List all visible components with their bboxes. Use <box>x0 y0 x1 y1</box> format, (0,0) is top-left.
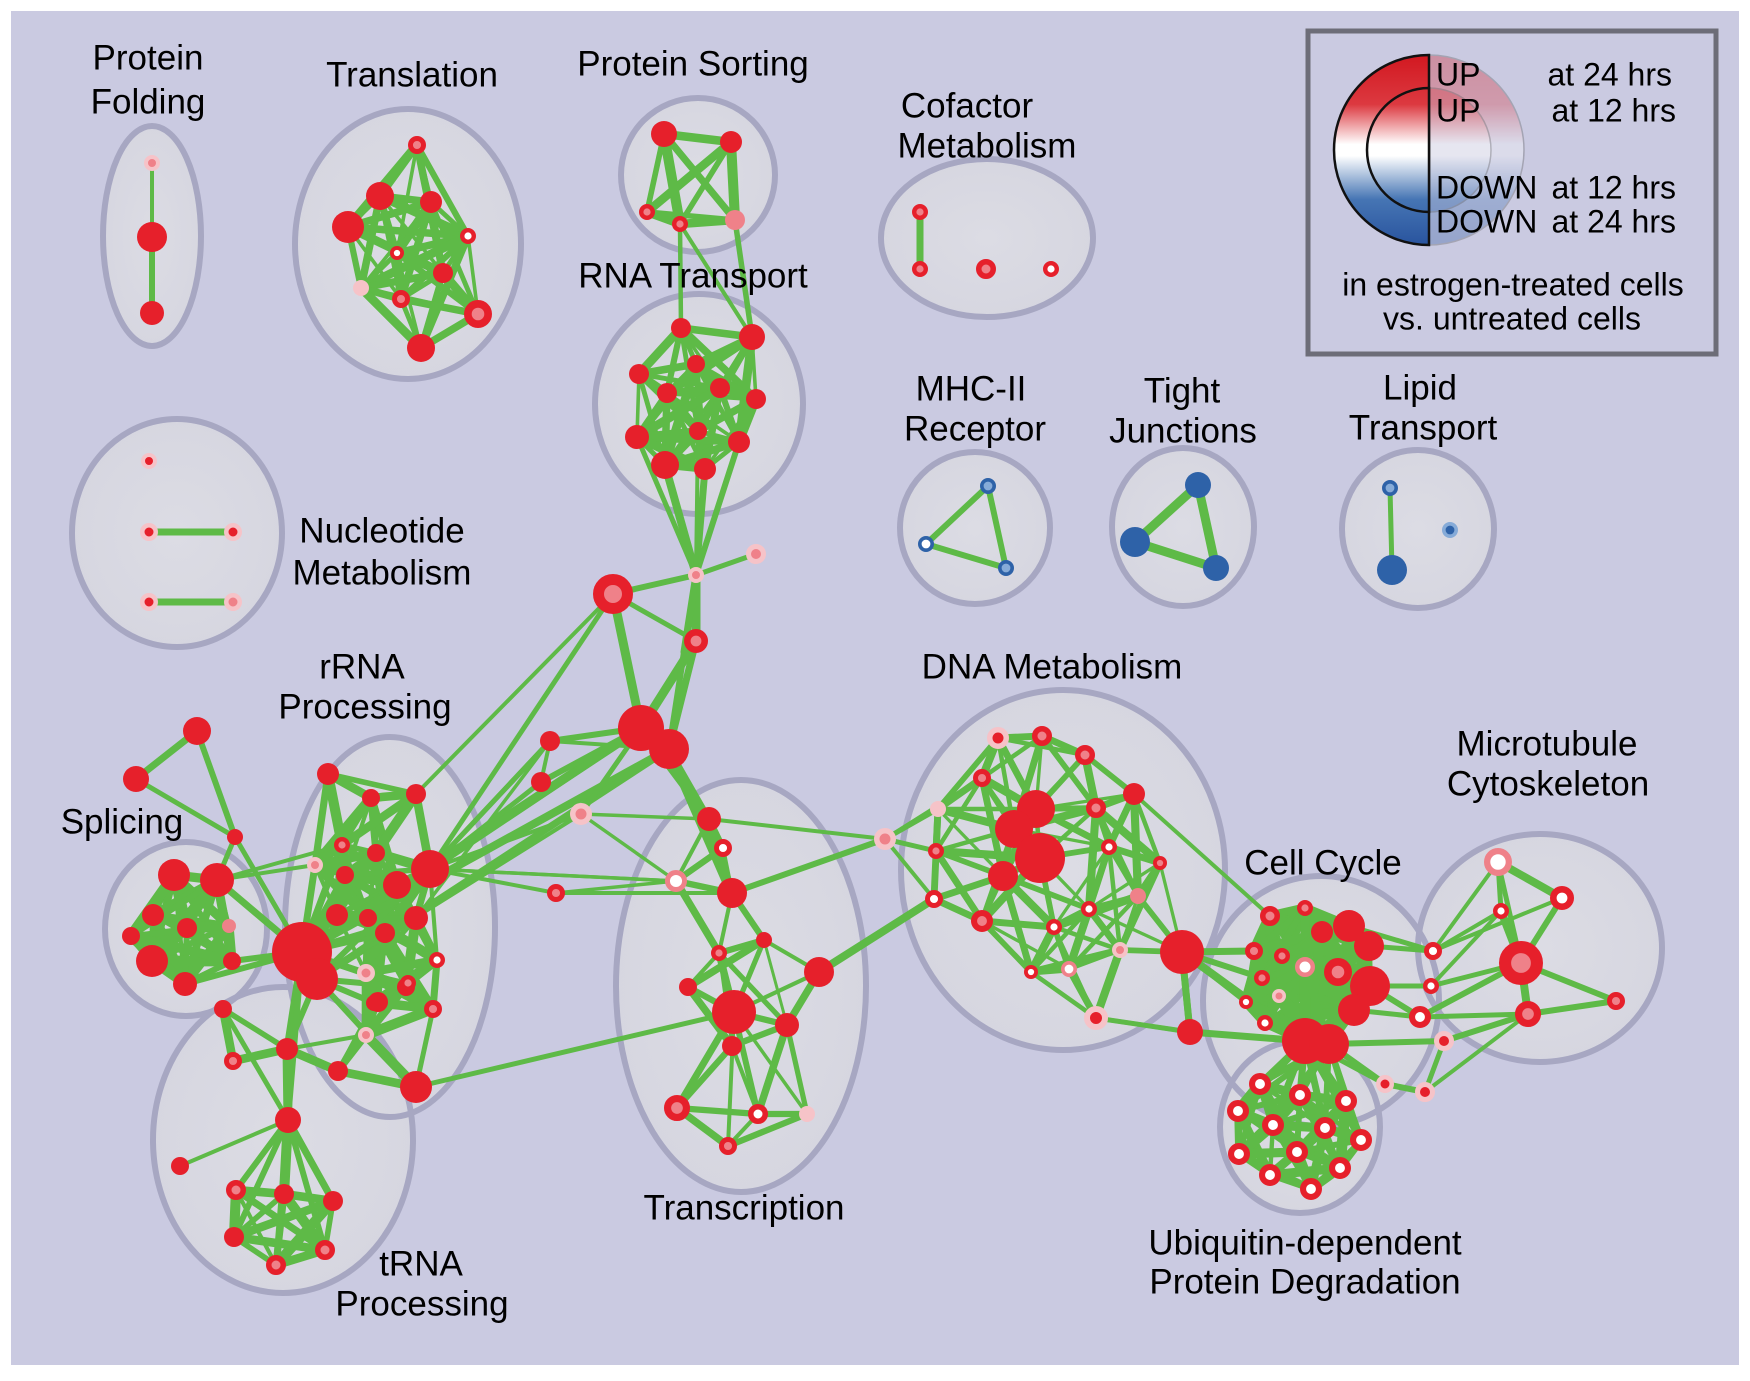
svg-text:Processing: Processing <box>278 687 451 726</box>
svg-text:Receptor: Receptor <box>904 409 1046 448</box>
svg-text:at 12 hrs: at 12 hrs <box>1551 92 1676 128</box>
svg-text:DOWN: DOWN <box>1436 203 1537 239</box>
svg-text:Translation: Translation <box>326 55 498 94</box>
svg-text:UP: UP <box>1436 92 1480 128</box>
svg-text:Transport: Transport <box>1349 408 1498 447</box>
svg-text:Cytoskeleton: Cytoskeleton <box>1447 764 1649 803</box>
svg-text:at 12 hrs: at 12 hrs <box>1551 169 1676 205</box>
svg-text:Protein Sorting: Protein Sorting <box>577 44 809 83</box>
svg-text:Junctions: Junctions <box>1109 411 1257 450</box>
svg-text:at 24 hrs: at 24 hrs <box>1547 56 1672 92</box>
svg-text:at 24 hrs: at 24 hrs <box>1551 203 1676 239</box>
svg-text:RNA Transport: RNA Transport <box>578 256 808 295</box>
svg-text:DOWN: DOWN <box>1436 169 1537 205</box>
svg-text:Metabolism: Metabolism <box>293 553 472 592</box>
svg-text:Cell Cycle: Cell Cycle <box>1244 843 1402 882</box>
svg-text:MHC-II: MHC-II <box>916 369 1027 408</box>
svg-text:Cofactor: Cofactor <box>901 86 1034 125</box>
svg-text:Ubiquitin-dependent: Ubiquitin-dependent <box>1148 1223 1462 1262</box>
svg-text:Metabolism: Metabolism <box>898 126 1077 165</box>
svg-text:tRNA: tRNA <box>379 1244 463 1283</box>
svg-text:Microtubule: Microtubule <box>1457 724 1638 763</box>
svg-text:Processing: Processing <box>335 1284 508 1323</box>
svg-text:Folding: Folding <box>91 82 206 121</box>
svg-text:Transcription: Transcription <box>644 1188 845 1227</box>
svg-text:Splicing: Splicing <box>61 802 184 841</box>
svg-text:Protein: Protein <box>93 38 204 77</box>
svg-text:Tight: Tight <box>1144 371 1221 410</box>
svg-text:rRNA: rRNA <box>319 647 405 686</box>
svg-text:vs. untreated cells: vs. untreated cells <box>1383 300 1641 336</box>
svg-text:Nucleotide: Nucleotide <box>299 511 464 550</box>
svg-text:Protein Degradation: Protein Degradation <box>1149 1262 1460 1301</box>
svg-text:UP: UP <box>1436 56 1480 92</box>
svg-text:Lipid: Lipid <box>1383 368 1457 407</box>
svg-text:in estrogen-treated cells: in estrogen-treated cells <box>1342 266 1684 302</box>
svg-text:DNA Metabolism: DNA Metabolism <box>922 647 1183 686</box>
